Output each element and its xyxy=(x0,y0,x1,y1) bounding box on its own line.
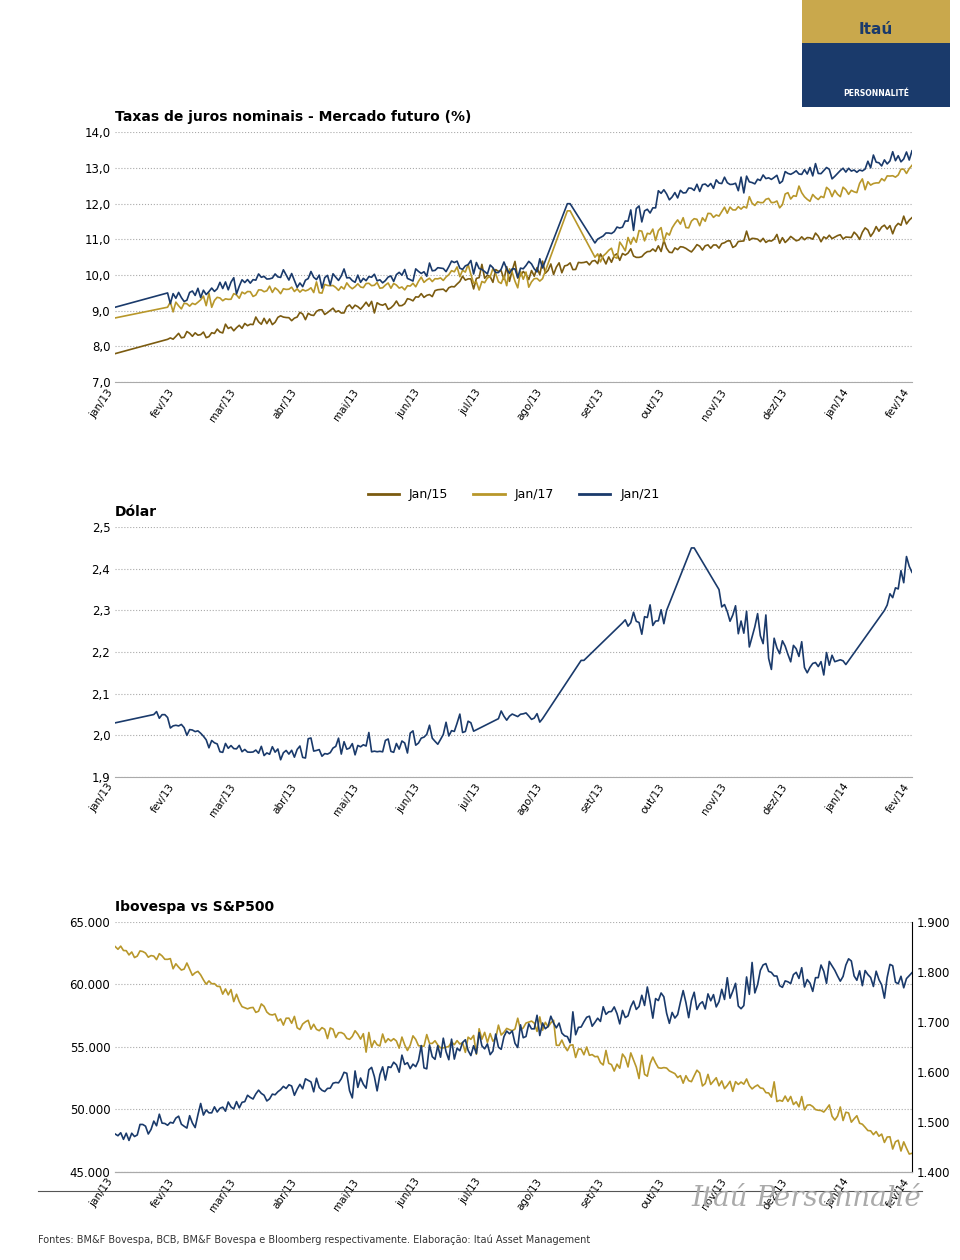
Text: PERSONNALITÉ: PERSONNALITÉ xyxy=(843,88,909,98)
Text: Ibovespa vs S&P500: Ibovespa vs S&P500 xyxy=(115,900,275,914)
FancyBboxPatch shape xyxy=(764,43,960,139)
Text: Taxas de juros nominais - Mercado futuro (%): Taxas de juros nominais - Mercado futuro… xyxy=(115,110,471,125)
Text: Conjuntura semanal: Conjuntura semanal xyxy=(19,32,523,76)
Legend: Jan/15, Jan/17, Jan/21: Jan/15, Jan/17, Jan/21 xyxy=(363,484,664,507)
Text: Itaú Personnalié: Itaú Personnalié xyxy=(692,1186,922,1212)
FancyBboxPatch shape xyxy=(764,0,960,112)
Text: Dólar: Dólar xyxy=(115,505,157,519)
Text: Fontes: BM&F Bovespa, BCB, BM&F Bovespa e Bloomberg respectivamente. Elaboração:: Fontes: BM&F Bovespa, BCB, BM&F Bovespa … xyxy=(38,1235,590,1245)
Text: Itaú: Itaú xyxy=(859,23,893,38)
